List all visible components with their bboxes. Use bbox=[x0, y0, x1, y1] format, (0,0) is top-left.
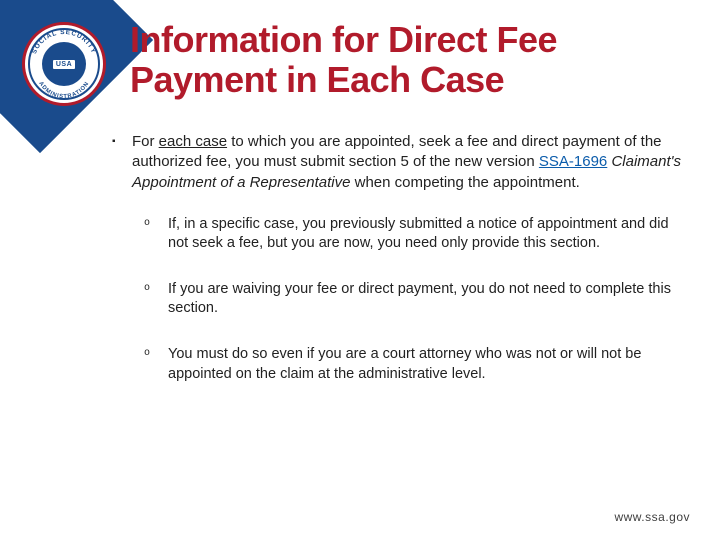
seal-center-label: USA bbox=[53, 60, 75, 69]
footer-url[interactable]: www.ssa.gov bbox=[614, 510, 690, 524]
slide: SOCIAL SECURITY ADMINISTRATION USA Infor… bbox=[0, 0, 720, 540]
sub-bullet: o You must do so even if you are a court… bbox=[144, 345, 682, 384]
ssa-seal: SOCIAL SECURITY ADMINISTRATION USA bbox=[22, 22, 106, 106]
underlined-each-case: each case bbox=[159, 133, 227, 150]
slide-title: Information for Direct Fee Payment in Ea… bbox=[130, 20, 690, 99]
sub-bullet-text: You must do so even if you are a court a… bbox=[168, 345, 682, 384]
sub-bullet: o If, in a specific case, you previously… bbox=[144, 215, 682, 254]
sub-bullet-icon: o bbox=[144, 215, 168, 254]
title-line-1: Information for Direct Fee bbox=[130, 19, 557, 60]
sub-bullet-text: If, in a specific case, you previously s… bbox=[168, 215, 682, 254]
link-ssa-1696[interactable]: SSA-1696 bbox=[539, 153, 607, 170]
seal-center: USA bbox=[42, 42, 86, 86]
sub-bullet-list: o If, in a specific case, you previously… bbox=[144, 215, 682, 384]
sub-bullet-text: If you are waiving your fee or direct pa… bbox=[168, 280, 682, 319]
main-bullet-text: For each case to which you are appointed… bbox=[132, 132, 682, 193]
text-pre: For bbox=[132, 133, 159, 150]
text-post: when competing the appointment. bbox=[350, 174, 579, 191]
title-line-2: Payment in Each Case bbox=[130, 59, 504, 100]
sub-bullet-icon: o bbox=[144, 280, 168, 319]
bullet-icon: ▪ bbox=[112, 132, 132, 193]
main-bullet: ▪ For each case to which you are appoint… bbox=[112, 132, 682, 193]
sub-bullet: o If you are waiving your fee or direct … bbox=[144, 280, 682, 319]
slide-body: ▪ For each case to which you are appoint… bbox=[112, 132, 682, 410]
sub-bullet-icon: o bbox=[144, 345, 168, 384]
